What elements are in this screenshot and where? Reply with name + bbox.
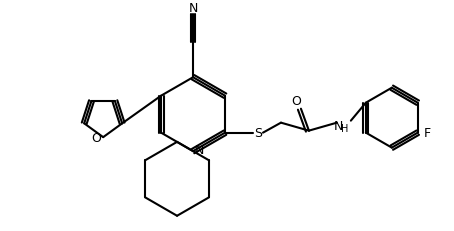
- Text: F: F: [424, 127, 431, 140]
- Text: N: N: [194, 143, 204, 156]
- Text: N: N: [188, 2, 198, 15]
- Text: H: H: [341, 123, 349, 133]
- Text: O: O: [291, 95, 301, 108]
- Text: O: O: [91, 131, 101, 144]
- Text: N: N: [334, 120, 344, 133]
- Text: S: S: [254, 127, 262, 140]
